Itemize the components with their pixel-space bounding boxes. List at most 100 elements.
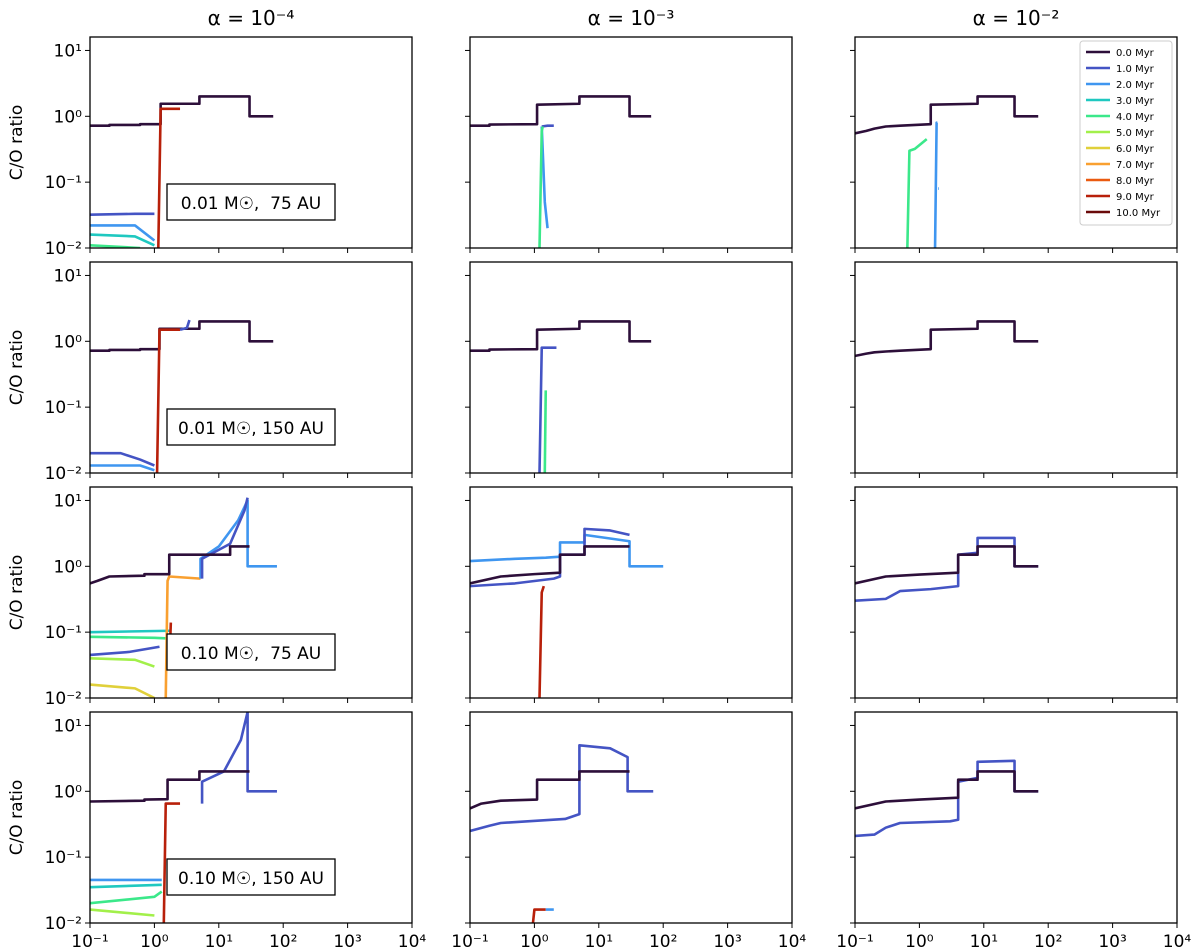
annotation: 0.01 M☉, 150 AU — [178, 419, 324, 439]
data-line — [90, 890, 163, 905]
x-tick-label: 10² — [269, 932, 297, 950]
data-line — [541, 124, 554, 128]
axes-frame — [469, 36, 793, 249]
plot-area — [470, 527, 664, 698]
data-line — [90, 451, 155, 467]
y-tick-label: 10¹ — [54, 266, 82, 286]
x-tick-label: 10² — [649, 932, 677, 950]
y-axis-label: C/O ratio — [7, 330, 27, 406]
data-line — [855, 95, 1039, 135]
data-line — [933, 121, 938, 248]
legend-label: 2.0 Myr — [1116, 80, 1155, 91]
data-line — [90, 883, 162, 889]
y-tick-label: 10⁻¹ — [45, 623, 82, 643]
x-tick-label: 10⁴ — [778, 932, 807, 950]
axes-frame — [854, 711, 1178, 924]
panel — [465, 261, 793, 478]
legend-label: 0.0 Myr — [1116, 48, 1155, 59]
data-line — [470, 533, 664, 568]
plot-area — [90, 319, 274, 473]
annotation-box — [166, 183, 336, 221]
plot-area — [855, 759, 1039, 838]
data-line — [855, 759, 1039, 838]
data-line — [540, 126, 549, 229]
data-line — [90, 657, 155, 668]
legend-label: 8.0 Myr — [1116, 176, 1155, 187]
panel: α = 10⁻³ — [465, 6, 793, 253]
data-line — [90, 629, 171, 634]
legend-label: 4.0 Myr — [1116, 112, 1155, 123]
data-line — [90, 464, 155, 472]
data-line — [90, 320, 274, 352]
x-tick-label: 10³ — [1098, 932, 1126, 950]
data-line — [538, 346, 557, 473]
x-tick-label: 10¹ — [585, 932, 613, 950]
axes-frame — [469, 711, 793, 924]
plot-area — [470, 320, 652, 473]
data-line — [538, 126, 545, 248]
axes-frame — [89, 36, 413, 249]
plot-area — [90, 95, 274, 248]
column-title: α = 10⁻³ — [588, 6, 675, 30]
data-line — [470, 95, 652, 127]
annotation-box — [166, 858, 336, 896]
data-line — [855, 770, 1039, 810]
x-tick-label: 10⁻¹ — [71, 932, 108, 950]
data-line — [538, 585, 546, 698]
axes-frame — [89, 261, 413, 474]
y-tick-label: 10⁰ — [54, 782, 83, 802]
data-line — [90, 908, 155, 917]
axes-frame — [854, 261, 1178, 474]
panel — [850, 261, 1178, 478]
y-axis-label: C/O ratio — [7, 105, 27, 181]
annotation: 0.10 M☉, 75 AU — [181, 644, 321, 664]
data-line — [90, 224, 156, 242]
annotation: 0.10 M☉, 150 AU — [178, 869, 324, 889]
legend-label: 5.0 Myr — [1116, 128, 1155, 139]
data-line — [157, 107, 181, 248]
data-line — [855, 320, 1039, 358]
y-axis-label: C/O ratio — [7, 555, 27, 631]
plot-area — [855, 536, 1039, 603]
legend-label: 3.0 Myr — [1116, 96, 1155, 107]
y-tick-label: 10⁻¹ — [45, 848, 82, 868]
data-line — [90, 95, 274, 127]
y-tick-label: 10⁻² — [45, 914, 82, 934]
data-line — [470, 770, 630, 810]
panel: 10⁻² 10⁻¹ 10⁰ 10¹ C/O ratio 0.01 M☉, 150 AU — [7, 261, 413, 484]
legend-label: 10.0 Myr — [1116, 208, 1161, 219]
data-line — [470, 743, 654, 833]
plot-area — [90, 712, 277, 923]
x-tick-label: 10⁰ — [140, 932, 169, 950]
axes-frame — [469, 486, 793, 699]
x-tick-label: 10⁰ — [520, 932, 549, 950]
data-line — [906, 138, 928, 248]
data-line — [470, 320, 652, 352]
x-tick-label: 10¹ — [970, 932, 998, 950]
y-tick-label: 10⁰ — [54, 332, 83, 352]
data-line — [855, 545, 1039, 585]
data-line — [90, 233, 155, 247]
panel — [465, 486, 793, 703]
plot-area — [470, 743, 654, 923]
panel: 10⁻¹10⁰10¹10²10³10⁴r [AU] — [836, 711, 1191, 950]
x-tick-label: 10⁻¹ — [451, 932, 488, 950]
y-tick-label: 10⁻² — [45, 239, 82, 259]
legend-label: 6.0 Myr — [1116, 144, 1155, 155]
annotation-box — [166, 408, 336, 446]
y-tick-label: 10¹ — [54, 41, 82, 61]
column-title: α = 10⁻⁴ — [208, 6, 295, 30]
x-tick-label: 10¹ — [205, 932, 233, 950]
plot-area — [470, 95, 652, 248]
x-tick-label: 10² — [1034, 932, 1062, 950]
data-line — [90, 683, 155, 698]
y-tick-label: 10⁻¹ — [45, 173, 82, 193]
y-tick-label: 10⁻² — [45, 689, 82, 709]
data-line — [470, 545, 630, 585]
annotation: 0.01 M☉, 75 AU — [181, 194, 321, 214]
x-tick-label: 10⁻¹ — [836, 932, 873, 950]
data-line — [90, 770, 250, 803]
data-line — [179, 319, 191, 331]
